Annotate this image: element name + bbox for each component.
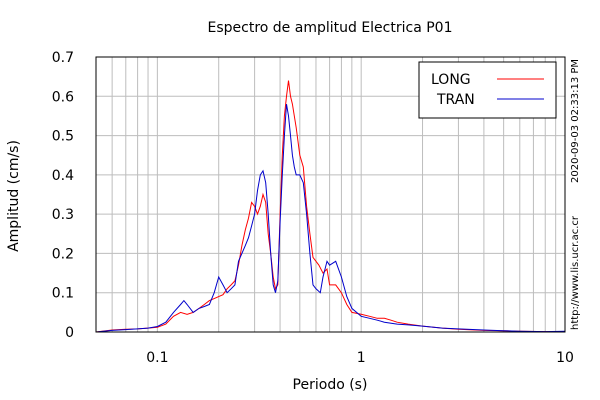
grid [95, 56, 566, 333]
x-axis-ticks: 0.1 1 10 [146, 350, 574, 366]
series-line-tran [95, 104, 566, 333]
plot-frame [95, 56, 566, 333]
y-tick-label: 0.6 [52, 89, 74, 105]
y-tick-label: 0.7 [52, 50, 74, 66]
x-tick-label: 1 [357, 350, 366, 366]
legend-label-tran: TRAN [436, 92, 475, 108]
x-axis-label: Periodo (s) [293, 377, 368, 393]
y-tick-label: 0 [65, 325, 74, 341]
legend-box [418, 61, 557, 119]
y-tick-label: 0.5 [52, 129, 74, 145]
legend-label-long: LONG [431, 72, 471, 88]
x-tick-label: 10 [556, 350, 574, 366]
timestamp-annotation: 2020-09-03 02:33:13 PM [570, 59, 581, 183]
source-url-annotation: http://www.lis.ucr.ac.cr [570, 215, 581, 330]
y-axis-ticks: 0 0.1 0.2 0.3 0.4 0.5 0.6 0.7 [52, 50, 74, 341]
chart-title: Espectro de amplitud Electrica P01 [208, 20, 453, 36]
x-tick-label: 0.1 [146, 350, 168, 366]
series-line-long [95, 80, 565, 333]
y-tick-label: 0.2 [52, 246, 74, 262]
y-tick-label: 0.4 [52, 168, 74, 184]
legend: LONG TRAN [418, 61, 557, 119]
series-layer [95, 80, 566, 333]
y-axis-label: Amplitud (cm/s) [6, 140, 22, 252]
y-tick-label: 0.3 [52, 207, 74, 223]
y-tick-label: 0.1 [52, 286, 74, 302]
